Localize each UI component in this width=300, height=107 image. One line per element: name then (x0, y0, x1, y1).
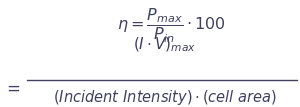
Text: $(Incident\ Intensity) \cdot (cell\ area)$: $(Incident\ Intensity) \cdot (cell\ area… (53, 88, 277, 107)
Text: $\eta = \dfrac{P_{max}}{P_{in}} \cdot 100$: $\eta = \dfrac{P_{max}}{P_{in}} \cdot 10… (116, 7, 226, 45)
Text: $=$: $=$ (3, 79, 20, 97)
Text: $(I \cdot V)_{max}$: $(I \cdot V)_{max}$ (134, 35, 196, 54)
